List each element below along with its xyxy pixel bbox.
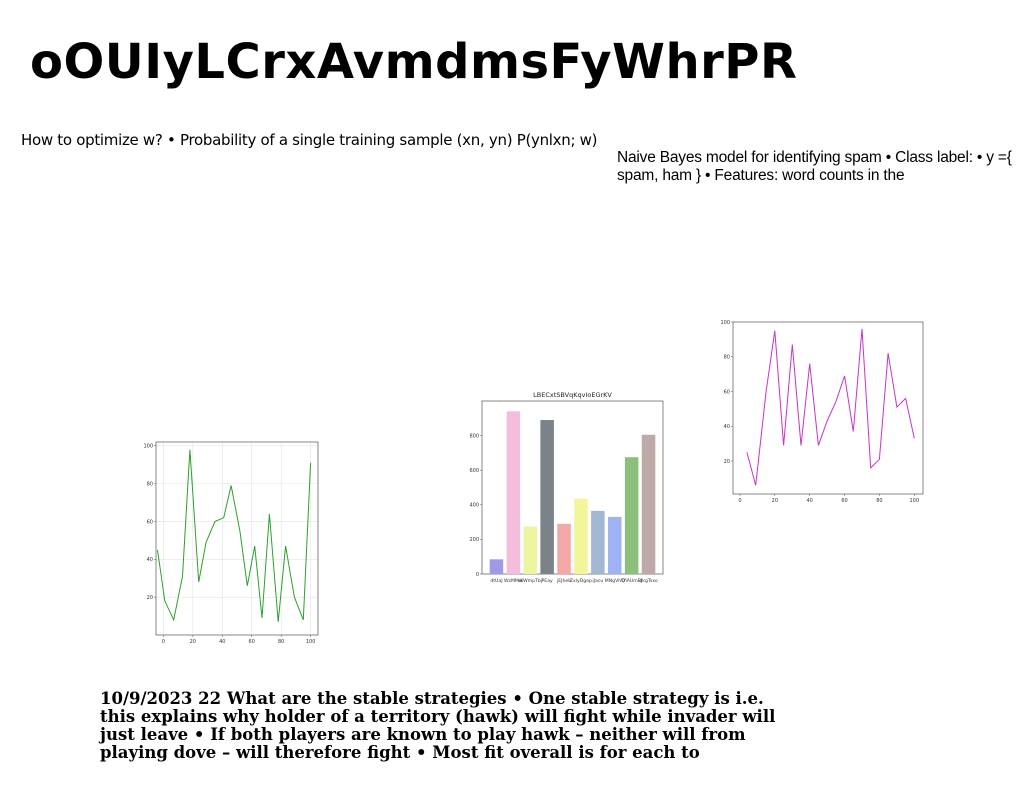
green-chart-y-tick-label: 40 (147, 557, 153, 563)
bar-MNgVhQ (607, 516, 622, 574)
magenta-chart-y-tick-label: 40 (724, 424, 730, 430)
magenta-chart-y-tick-label: 100 (720, 320, 730, 326)
text-block-top-right: Naive Bayes model for identifying spam •… (617, 149, 1012, 184)
line-chart-green: 0 20 40 60 80 100 20 40 60 80 100 (143, 441, 319, 645)
magenta-chart-x-tick-label: 40 (807, 498, 813, 504)
magenta-chart-y-tick-label: 20 (724, 459, 730, 465)
bar-rKWmpTbj (523, 526, 538, 574)
bar-chart-x-tick-label: dtUaJ (490, 578, 502, 584)
green-chart-x-tick-label: 40 (219, 639, 225, 645)
green-chart-y-tick-label: 60 (147, 519, 153, 525)
bar-chart: LBECxtSBVqKqvIoEGrKV 0 200 400 600 800 dtUaJ Wz… (469, 391, 664, 584)
green-chart-plot-frame (155, 441, 319, 636)
bar-ZxlyDgep (574, 498, 588, 574)
green-chart-y-tick-label: 80 (147, 481, 153, 487)
bar-PEay (540, 420, 554, 574)
magenta-chart-series-line (746, 328, 915, 486)
magenta-chart-x-tick-label: 80 (876, 498, 882, 504)
green-chart-x-tick-label: 0 (162, 639, 165, 645)
bar-jEJheb (557, 523, 571, 574)
bar-chart-plot-frame (481, 400, 664, 575)
green-chart-x-tick-label: 80 (278, 639, 284, 645)
bar-chart-x-tick-label: iJacu (592, 578, 603, 584)
line-chart-magenta: 0 20 40 60 80 100 20 40 60 80 100 (720, 320, 924, 504)
page-title: oOUIyLCrxAvmdmsFyWhrPR (30, 34, 798, 90)
bar-chart-x-tick-label: rKWmpTbj (518, 578, 542, 584)
bar-chart-x-tick-label: WzMMw (504, 578, 523, 584)
green-chart-series-line (157, 449, 312, 622)
green-chart-x-tick-label: 60 (249, 639, 255, 645)
magenta-chart-x-tick-label: 60 (841, 498, 847, 504)
bar-chart-x-tick-label: MNgVhQ (605, 578, 625, 584)
bar-chart-y-tick-label: 600 (469, 468, 479, 474)
bar-chart-x-tick-label: jEJheb (556, 578, 571, 584)
magenta-chart-y-tick-label: 60 (724, 389, 730, 395)
bar-chart-x-tick-label: PEay (542, 578, 553, 584)
bar-iJacu (591, 510, 605, 574)
bar-chart-x-tick-label: TfiAUmBJ (620, 578, 642, 584)
magenta-chart-x-tick-label: 0 (738, 498, 741, 504)
bar-dkgTsxo (641, 434, 656, 574)
magenta-chart-x-tick-label: 100 (910, 498, 920, 504)
bar-chart-y-tick-label: 200 (469, 537, 479, 543)
text-block-top-left: How to optimize w? • Probability of a si… (21, 131, 598, 149)
green-chart-y-tick-label: 100 (143, 444, 153, 450)
magenta-chart-plot-frame (732, 321, 924, 495)
green-chart-y-tick-label: 20 (147, 595, 153, 601)
magenta-chart-x-tick-label: 20 (772, 498, 778, 504)
bar-chart-title: LBECxtSBVqKqvIoEGrKV (533, 391, 612, 399)
bar-chart-x-tick-label: dkgTsxo (639, 578, 658, 584)
text-block-bottom: 10/9/2023 22 What are the stable strateg… (100, 689, 776, 762)
bar-chart-x-tick-label: ZxlyDgep (570, 578, 592, 584)
green-chart-x-tick-label: 100 (306, 639, 316, 645)
bar-TfiAUmBJ (624, 457, 639, 574)
bar-chart-y-tick-label: 0 (476, 572, 479, 578)
bar-WzMMw (506, 411, 521, 574)
magenta-chart-y-tick-label: 80 (724, 355, 730, 361)
bar-dtUaJ (489, 559, 504, 574)
bar-chart-y-tick-label: 800 (469, 433, 479, 439)
bar-chart-y-tick-label: 400 (469, 503, 479, 509)
green-chart-x-tick-label: 20 (190, 639, 196, 645)
